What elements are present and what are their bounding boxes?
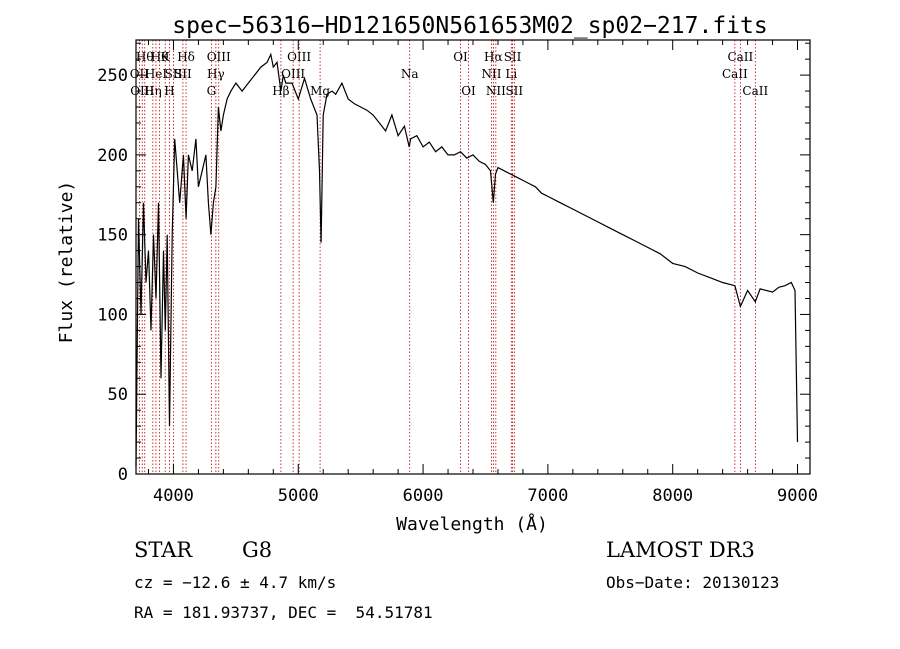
x-axis-label: Wavelength (Å) [396,513,548,535]
spectral-line-label: OI [461,84,476,98]
y-tick-label: 50 [108,385,128,405]
survey-name: LAMOST DR3 [606,538,755,562]
spectral-line-label: SII [165,67,183,81]
spectral-line-label: Hγ [207,67,225,81]
redshift-cz: cz = −12.6 ± 4.7 km/s [134,573,337,592]
x-tick-label: 5000 [278,486,319,506]
spectral-line-label: CaII [727,50,753,64]
x-tick-label: 9000 [777,486,818,506]
spectral-line-label: Hθ [151,50,169,64]
spectral-line-markers: OIIOIIIHθHηHeIHθKHSIIHδSIIGHγOIIIHβOIIIO… [130,40,768,474]
spectral-line-label: Li [505,67,517,81]
spectral-line-label: SII [174,67,192,81]
y-tick-label: 200 [97,146,128,166]
object-class: STAR [134,538,193,562]
spectral-line-label: H [164,84,174,98]
spectral-line-label: K [161,50,171,64]
chart-title: spec−56316−HD121650N561653M02_sp02−217.f… [172,13,767,39]
x-tick-label: 7000 [527,486,568,506]
spectral-line-label: OIII [287,50,311,64]
plot-frame [135,39,811,475]
observation-date: Obs−Date: 20130123 [606,573,780,592]
y-tick-label: 0 [118,465,128,485]
spectral-line-label: OIII [281,67,305,81]
spectral-line-label: Hδ [177,50,195,64]
x-tick-label: 8000 [652,486,693,506]
spectral-line-label: Hη [144,84,162,98]
spectral-line-label: CaII [722,67,748,81]
spectral-line-label: Na [401,67,419,81]
x-tick-label: 6000 [403,486,444,506]
spectral-line-label: NII [481,67,501,81]
spectral-line-label: SII [505,84,523,98]
spectral-line-label: SII [504,50,522,64]
spectral-line-label: Hα [484,50,503,64]
spectrum-line [135,52,799,467]
spectral-line-label: OIII [207,50,231,64]
x-tick-label: 4000 [153,486,194,506]
spectral-line-label: Hθ [136,50,154,64]
object-subclass: G8 [242,538,273,562]
x-axis-ticks: 4000 5000 6000 7000 8000 9000 [147,40,818,506]
spectral-line-label: HeI [145,67,168,81]
spectral-line-label: NII [486,84,506,98]
spectral-line-label: CaII [742,84,768,98]
spectral-line-label: OII [130,67,150,81]
coordinates: RA = 181.93737, DEC = 54.51781 [134,603,433,622]
spectral-line-label: OI [453,50,468,64]
y-axis-label: Flux (relative) [56,181,77,344]
y-tick-label: 250 [97,66,128,86]
spectral-line-label: G [207,84,217,98]
y-tick-label: 150 [97,226,128,246]
spectral-line-label: Mg [310,84,330,98]
y-tick-label: 100 [97,305,128,325]
y-axis-ticks: 0 50 100 150 200 250 [97,42,810,485]
